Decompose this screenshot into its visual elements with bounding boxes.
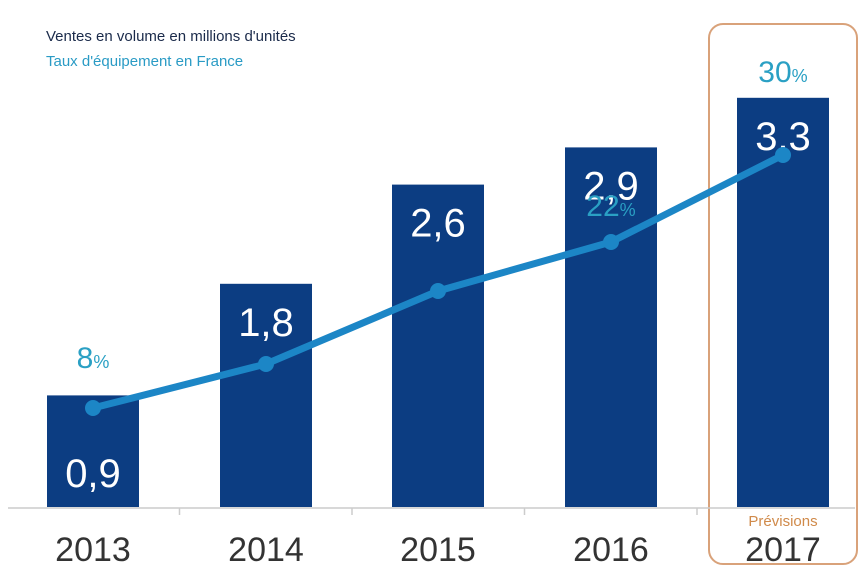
forecast-box xyxy=(708,23,858,565)
bar-2017 xyxy=(737,97,829,508)
bar-2016 xyxy=(565,147,657,507)
bar-value-label: 2,9 xyxy=(583,164,639,208)
pct-label: 8% xyxy=(77,342,110,375)
x-tick-label: 2016 xyxy=(573,531,649,567)
x-tick-label: 2017 xyxy=(745,531,821,567)
pct-label: 22% xyxy=(586,190,635,223)
bar-value-label: 1,8 xyxy=(238,301,294,345)
x-tick-label: 2015 xyxy=(400,531,476,567)
line-point-2016 xyxy=(603,234,619,250)
pct-label: 30% xyxy=(758,56,807,89)
bar-2015 xyxy=(392,184,484,507)
line-point-2015 xyxy=(430,283,446,299)
legend-line-label: Taux d'équipement en France xyxy=(46,53,244,70)
line-point-2013 xyxy=(85,400,101,416)
x-tick-label: 2014 xyxy=(228,531,304,567)
line-point-2014 xyxy=(258,356,274,372)
bar-2014 xyxy=(220,283,312,507)
bar-value-label: 0,9 xyxy=(65,452,121,496)
legend-bars-label: Ventes en volume en millions d'unités xyxy=(46,28,296,45)
forecast-label: Prévisions xyxy=(748,513,817,530)
x-tick-label: 2013 xyxy=(55,531,131,567)
line-point-2017 xyxy=(775,147,791,163)
bar-value-label: 2,6 xyxy=(410,202,466,246)
